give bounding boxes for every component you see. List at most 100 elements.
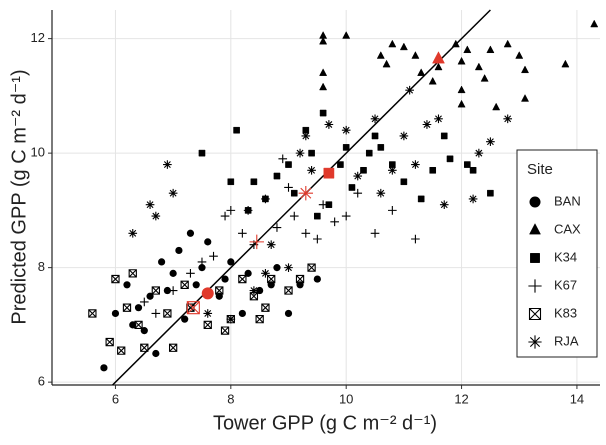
point <box>233 126 240 134</box>
point <box>520 65 530 74</box>
point <box>250 178 258 186</box>
point <box>503 114 513 124</box>
point <box>434 114 443 124</box>
point <box>400 178 408 186</box>
point <box>313 234 322 244</box>
point <box>411 51 420 59</box>
point <box>163 160 172 169</box>
y-axis-label: Predicted GPP (g C m⁻² d⁻¹) <box>8 69 30 324</box>
point <box>272 223 282 232</box>
point <box>168 188 178 198</box>
point <box>457 56 466 65</box>
legend-marker <box>529 196 541 208</box>
legend-label: K83 <box>554 305 577 320</box>
point <box>226 206 236 215</box>
point <box>261 194 270 204</box>
point <box>249 286 259 295</box>
point <box>319 68 328 76</box>
point <box>348 184 356 191</box>
point <box>388 39 397 48</box>
point <box>139 297 149 307</box>
point <box>463 45 472 54</box>
point <box>295 148 305 158</box>
point <box>128 228 138 238</box>
point <box>169 269 177 277</box>
point <box>411 234 420 244</box>
point <box>382 59 391 68</box>
point <box>295 274 305 284</box>
mean-point <box>201 287 214 300</box>
point <box>100 364 108 372</box>
point <box>284 183 293 192</box>
point <box>238 309 246 318</box>
point <box>337 161 344 168</box>
point <box>308 149 315 157</box>
legend-marker <box>528 279 542 293</box>
point <box>341 211 351 221</box>
y-tick-label: 10 <box>31 145 45 160</box>
point <box>284 263 293 272</box>
point <box>209 251 218 261</box>
point <box>238 274 247 284</box>
x-tick-label: 10 <box>339 391 353 406</box>
point <box>451 39 460 48</box>
mean-point <box>186 301 200 315</box>
point <box>341 125 351 135</box>
point <box>273 264 281 272</box>
legend-marker <box>528 307 542 321</box>
point <box>243 206 253 215</box>
point <box>273 172 281 180</box>
point <box>278 154 288 164</box>
point <box>284 309 293 318</box>
point <box>128 269 137 278</box>
mean-point <box>323 167 335 179</box>
point <box>307 165 316 175</box>
legend-label: BAN <box>554 193 581 208</box>
point <box>220 211 230 221</box>
x-tick-label: 6 <box>112 391 119 406</box>
point <box>388 165 397 175</box>
point <box>474 62 483 71</box>
legend-title: Site <box>527 161 553 178</box>
point <box>111 309 120 318</box>
point <box>439 200 449 209</box>
point <box>134 320 143 330</box>
point <box>215 286 224 295</box>
point <box>289 211 299 221</box>
point <box>388 206 397 215</box>
point <box>249 292 259 301</box>
point <box>353 171 363 181</box>
point <box>197 257 207 267</box>
x-tick-label: 8 <box>227 391 234 406</box>
point <box>151 286 160 295</box>
point <box>457 99 466 108</box>
point <box>314 212 321 220</box>
y-tick-label: 6 <box>38 374 45 389</box>
point <box>140 343 149 352</box>
point <box>203 309 213 318</box>
point <box>198 264 206 272</box>
point <box>238 228 247 238</box>
point <box>399 42 408 51</box>
point <box>88 309 97 318</box>
point <box>198 149 206 157</box>
point <box>411 160 420 169</box>
mean-point <box>249 234 264 250</box>
point <box>181 315 189 323</box>
point <box>307 263 316 272</box>
point <box>440 132 448 140</box>
point <box>434 62 443 71</box>
legend-marker <box>528 335 542 349</box>
point <box>561 59 570 68</box>
mean-point <box>298 186 314 201</box>
point <box>261 303 270 312</box>
point <box>145 200 155 209</box>
point <box>117 346 126 355</box>
point <box>405 85 414 95</box>
point <box>370 114 380 124</box>
point <box>330 217 339 227</box>
point <box>360 166 367 174</box>
legend-label: RJA <box>554 333 579 348</box>
point <box>290 189 298 197</box>
